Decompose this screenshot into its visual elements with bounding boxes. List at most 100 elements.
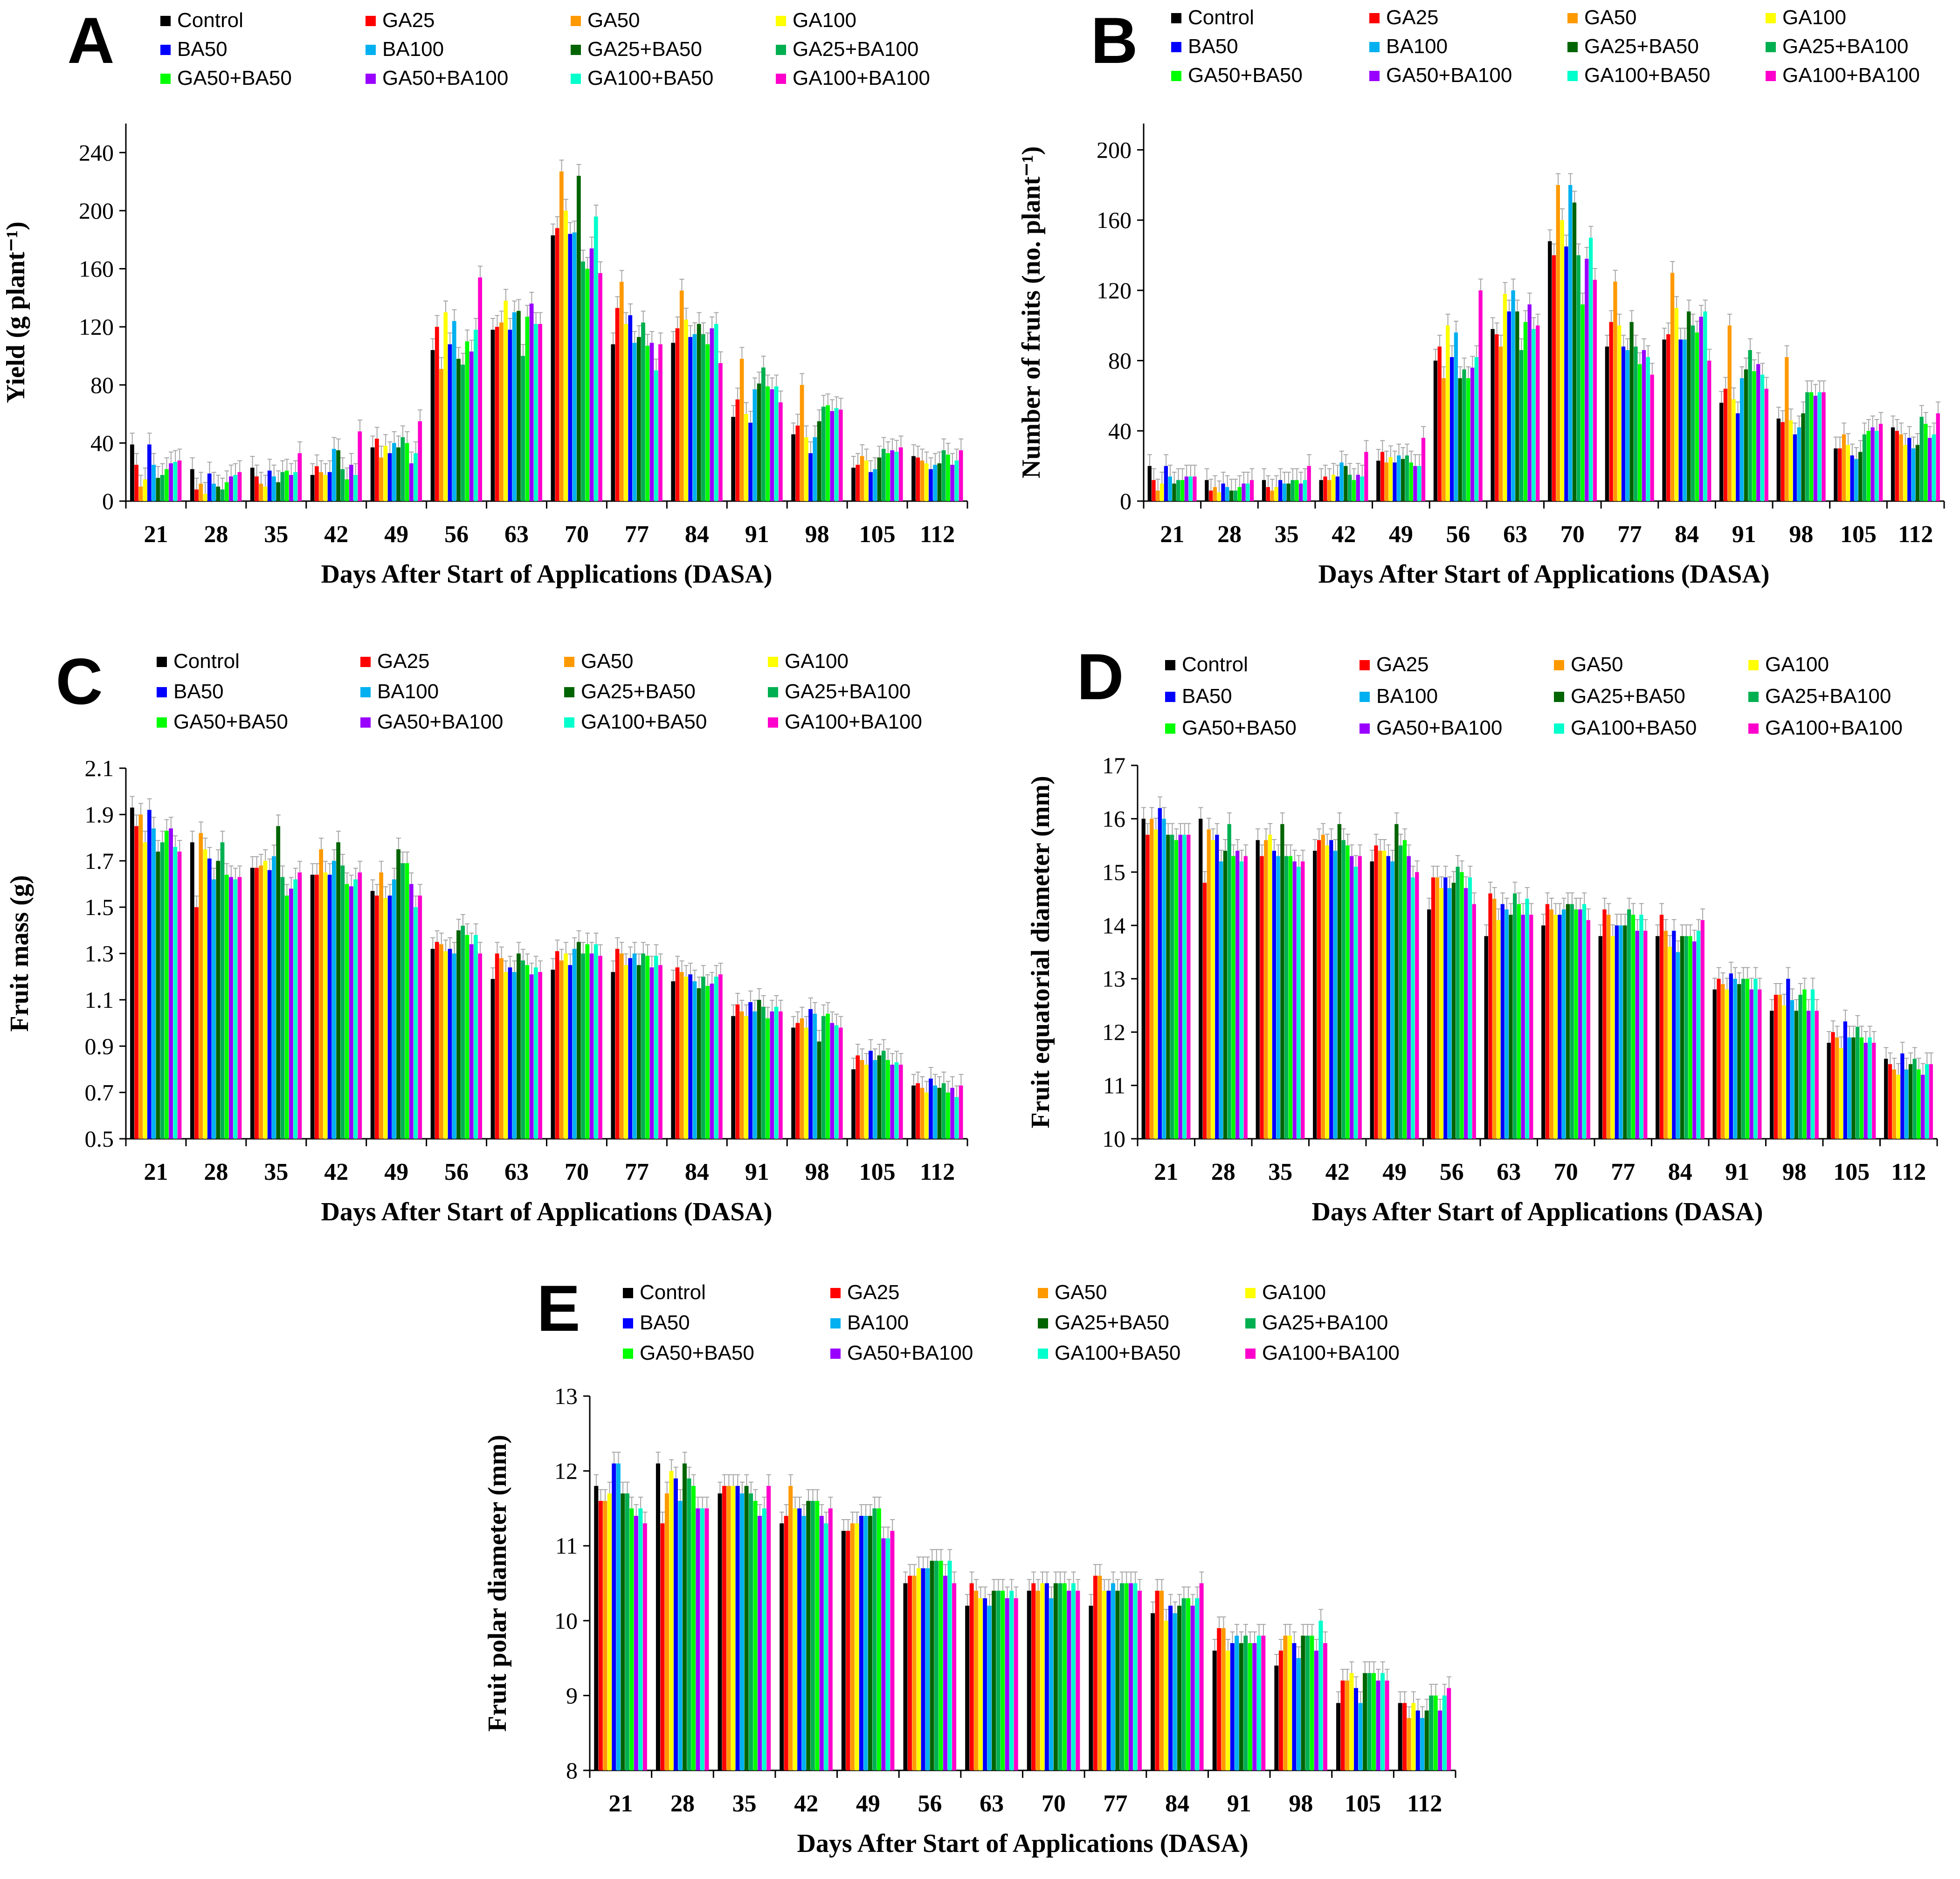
bar — [671, 981, 676, 1139]
bar — [1266, 487, 1270, 501]
legend-label: GA50 — [1584, 6, 1637, 29]
bar — [1181, 1598, 1186, 1770]
bar — [826, 1013, 830, 1139]
bar — [1356, 475, 1360, 501]
legend-swatch — [776, 45, 786, 55]
bar — [387, 895, 392, 1139]
bar — [1168, 1605, 1173, 1770]
bar — [568, 965, 573, 1139]
x-tick-label: 49 — [856, 1790, 880, 1817]
bar — [1719, 403, 1724, 501]
bar — [1602, 909, 1607, 1139]
bar — [169, 463, 173, 501]
bar — [1173, 1613, 1177, 1770]
panel-letter: D — [1077, 640, 1124, 713]
bar — [761, 367, 766, 501]
bar — [684, 977, 688, 1139]
legend-swatch — [1369, 13, 1380, 23]
legend-swatch — [1165, 723, 1175, 734]
bar — [1470, 367, 1475, 501]
bar — [1146, 834, 1150, 1139]
bar — [916, 1083, 920, 1139]
bar — [1899, 434, 1903, 501]
bar — [572, 232, 577, 502]
bar — [1875, 431, 1879, 501]
bar — [448, 344, 452, 501]
bar — [1296, 1658, 1301, 1770]
bar — [533, 323, 538, 501]
bar — [804, 1027, 808, 1139]
bar — [1093, 1576, 1097, 1770]
bar — [710, 984, 714, 1139]
x-tick-label: 77 — [1611, 1159, 1635, 1185]
bar — [1862, 434, 1867, 501]
bar — [1903, 445, 1907, 501]
chart-panel-d: D Control GA25 GA50 GA100 BA50 BA100 GA25+BA50 G… — [1026, 640, 1938, 1226]
bar — [1466, 378, 1470, 501]
bar — [203, 494, 207, 501]
bar — [1249, 480, 1254, 501]
panel-letter: B — [1090, 4, 1138, 77]
bar — [1464, 888, 1468, 1139]
bar — [267, 470, 272, 501]
bar — [400, 437, 405, 501]
bar — [443, 951, 448, 1139]
bar — [1333, 851, 1338, 1139]
bar — [572, 949, 577, 1139]
bar — [1586, 920, 1590, 1139]
bar — [1878, 424, 1883, 501]
y-tick-label: 12 — [554, 1458, 578, 1484]
x-tick-label: 42 — [324, 1159, 348, 1185]
bar — [212, 483, 216, 501]
bar — [856, 465, 860, 501]
bar — [469, 351, 474, 501]
bar — [1553, 915, 1558, 1139]
legend-label: GA50 — [587, 9, 640, 32]
bar — [1394, 824, 1399, 1139]
bar — [933, 465, 938, 501]
bar — [1260, 856, 1264, 1139]
bar — [194, 907, 199, 1139]
bar — [297, 453, 302, 501]
bar — [465, 341, 469, 501]
bar — [669, 1471, 674, 1770]
bar — [930, 1561, 934, 1770]
y-tick-label: 1.5 — [85, 894, 114, 920]
bar — [1242, 483, 1246, 501]
bar — [1443, 877, 1448, 1139]
legend-swatch — [1360, 660, 1370, 670]
bar — [370, 891, 375, 1139]
legend-swatch — [1360, 692, 1370, 702]
bar — [1850, 455, 1854, 501]
bar — [846, 1531, 850, 1770]
bar — [327, 472, 332, 501]
bar — [1753, 978, 1758, 1139]
bar — [1552, 255, 1556, 501]
bar — [1327, 480, 1332, 501]
bar — [1128, 1583, 1133, 1770]
panel-letter: A — [67, 4, 114, 77]
bar — [349, 886, 353, 1139]
bar — [1262, 480, 1266, 501]
bar — [1053, 1583, 1058, 1770]
bar — [332, 448, 336, 501]
bar — [815, 1500, 820, 1770]
bar — [1133, 1583, 1138, 1770]
bar — [1900, 1053, 1905, 1139]
bar — [152, 465, 156, 501]
x-axis-title: Days After Start of Applications (DASA) — [321, 1198, 772, 1226]
bar — [504, 301, 508, 501]
bar — [147, 810, 152, 1139]
bar — [675, 967, 680, 1139]
chart-panel-a: A Control GA25 GA50 GA100 BA50 BA100 GA25+BA50 G… — [1, 4, 968, 589]
bar — [319, 472, 324, 501]
bar — [1500, 904, 1505, 1139]
bar — [529, 303, 534, 501]
bar — [1190, 1605, 1195, 1770]
y-tick-label: 0 — [102, 488, 114, 514]
x-tick-label: 56 — [918, 1790, 942, 1817]
bar — [358, 431, 362, 501]
bar — [461, 925, 465, 1139]
bar — [828, 1508, 833, 1770]
bar — [1856, 1026, 1860, 1139]
